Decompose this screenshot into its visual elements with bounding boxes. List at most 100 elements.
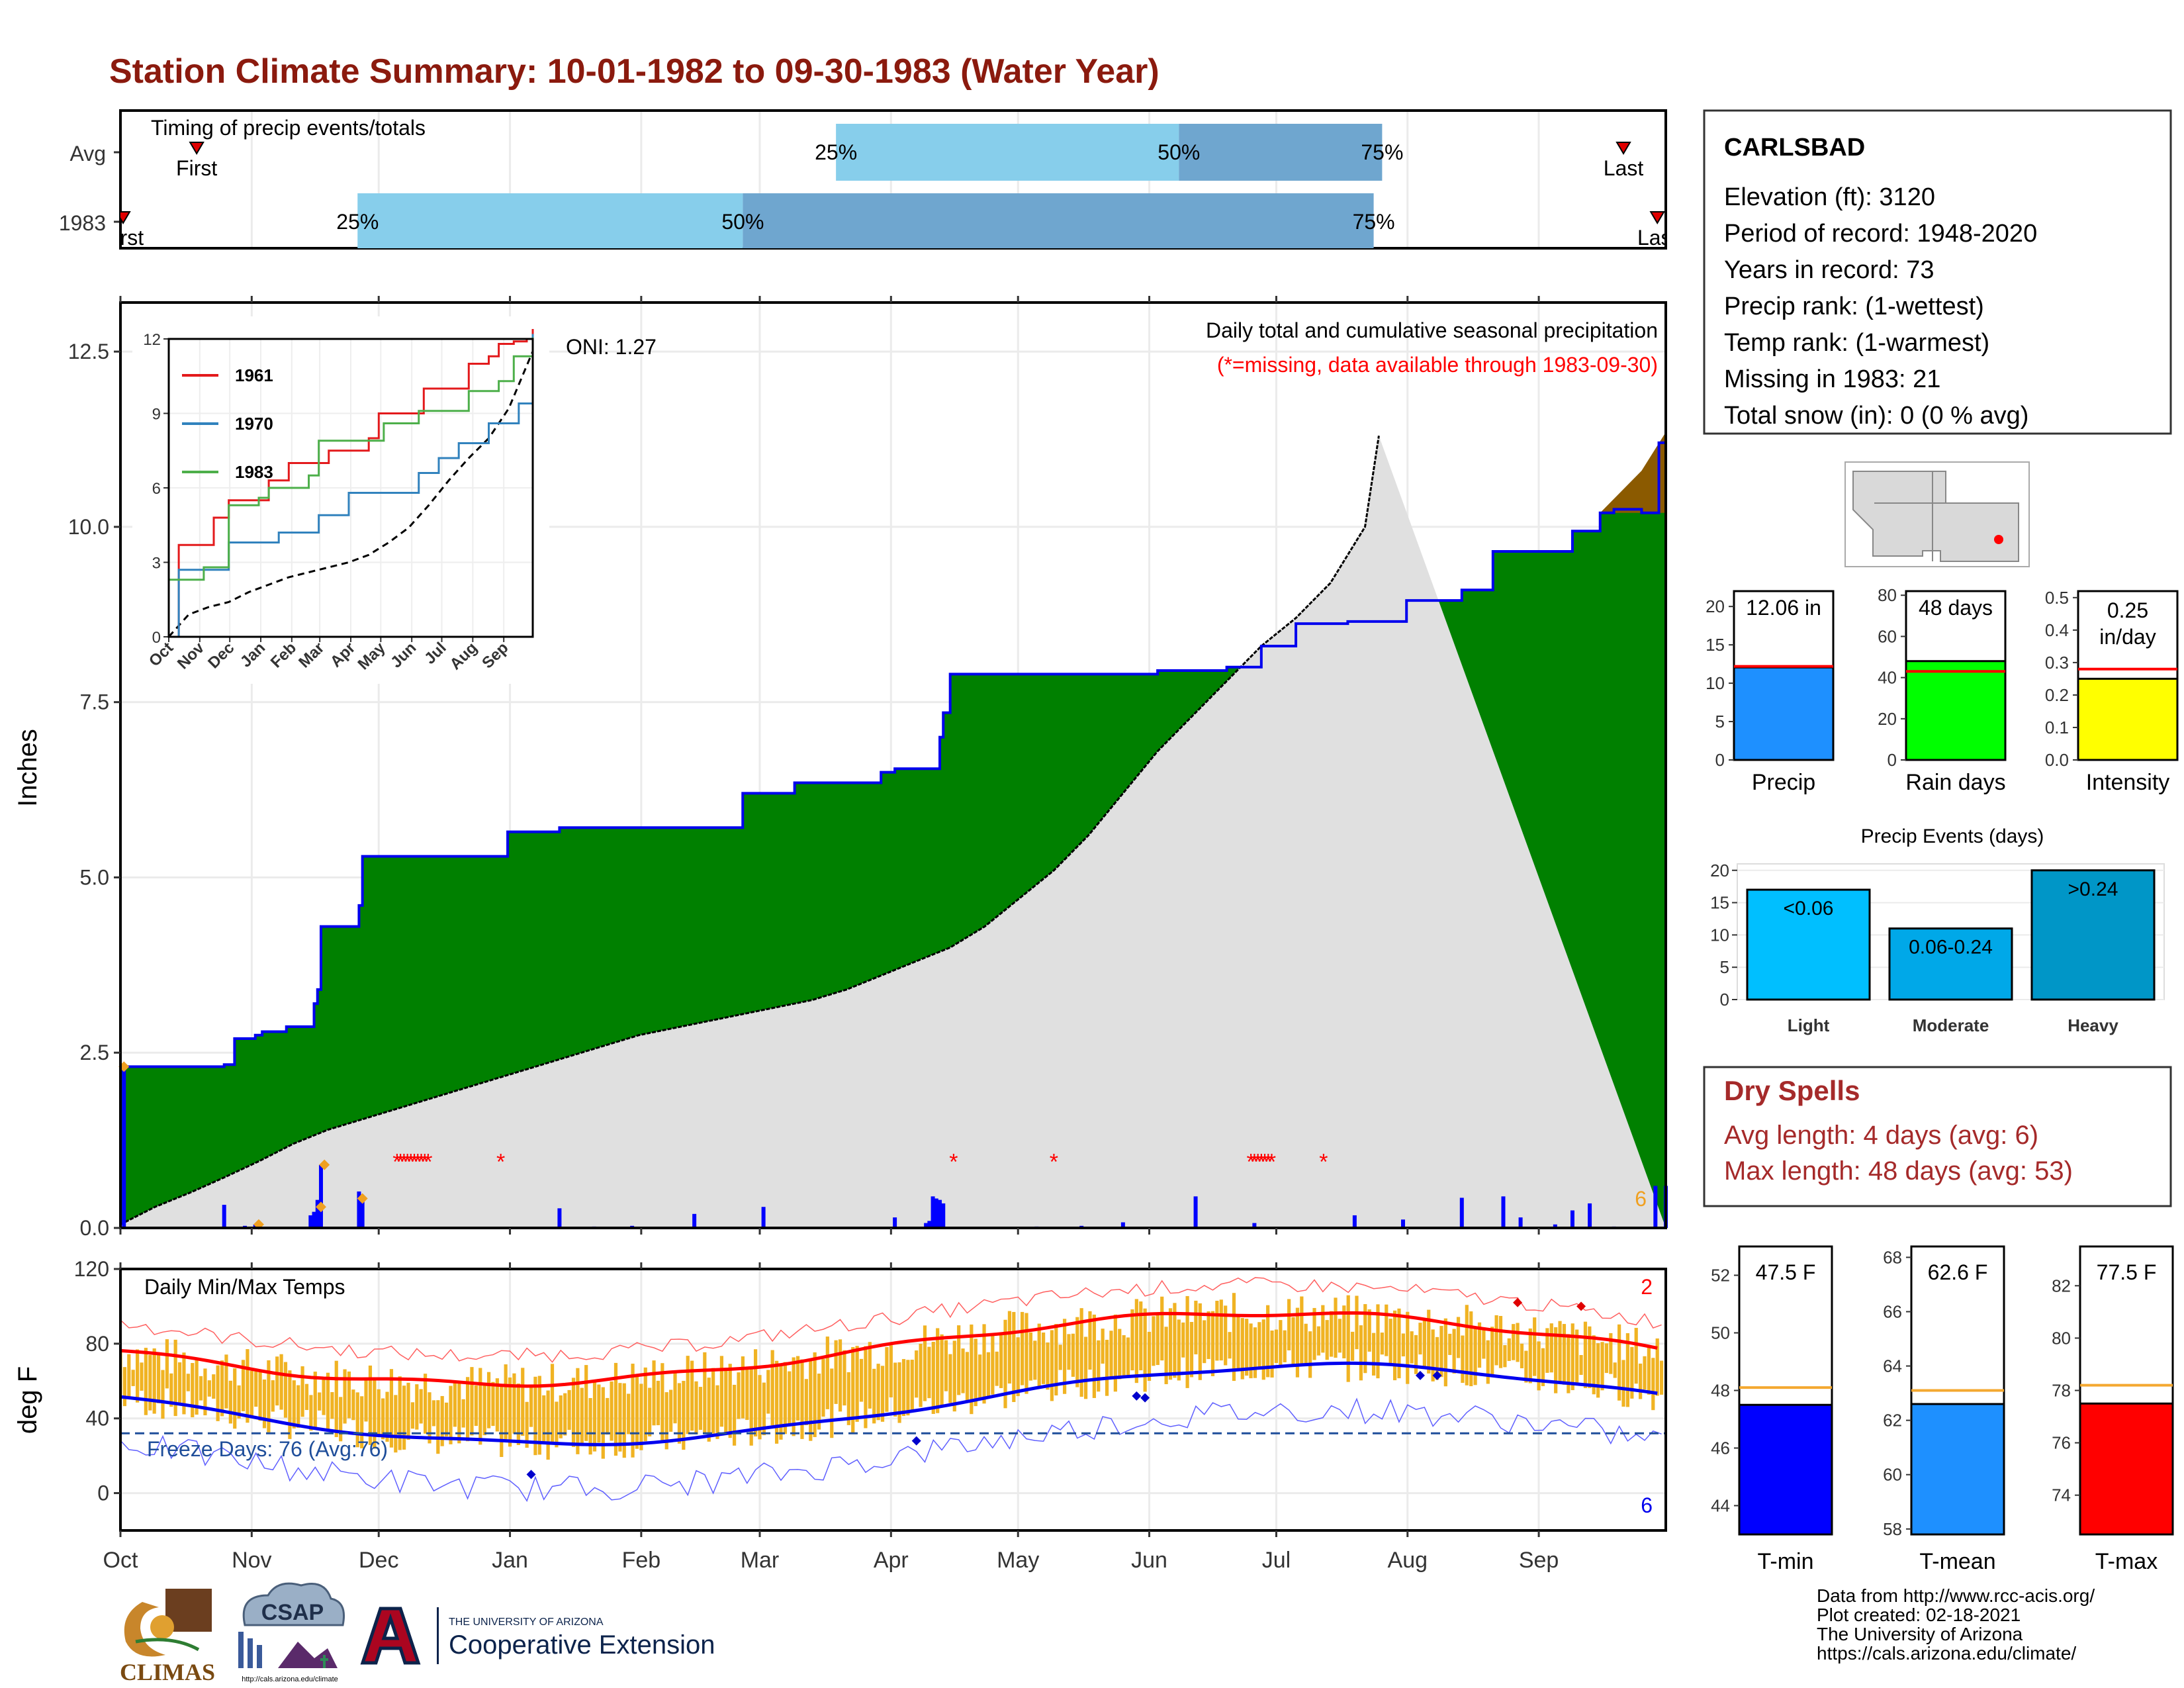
daily-temp-range-bar: [1300, 1296, 1304, 1365]
daily-temp-range-bar: [1283, 1330, 1287, 1362]
daily-temp-range-bar: [813, 1352, 817, 1437]
daily-temp-range-bar: [872, 1368, 876, 1424]
events-bar-label-light: <0.06: [1784, 898, 1834, 919]
station-info-line: Years in record: 73: [1724, 256, 1934, 284]
daily-temp-range-bar: [770, 1350, 774, 1426]
daily-temp-range-bar: [1075, 1317, 1079, 1387]
daily-temp-range-bar: [410, 1402, 415, 1429]
temp-summary-bars: 44 46 48 50 52 47.5 F T-min 58 60 62 64 66 68 62.6 F T…: [1711, 1245, 2174, 1574]
daily-temp-range-bar: [228, 1380, 232, 1424]
daily-temp-range-bar: [1443, 1318, 1447, 1387]
missing-day-marker: *: [1267, 1149, 1276, 1174]
footer-line-3: The University of Arizona: [1817, 1624, 2023, 1644]
temp-summary-ytick-label: 80: [2052, 1328, 2071, 1348]
missing-day-marker: *: [1260, 1149, 1269, 1174]
missing-day-marker: *: [400, 1149, 408, 1174]
summary-value-label-0: 12.06 in: [1746, 596, 1821, 620]
csap-logo-text: CSAP: [261, 1600, 324, 1625]
daily-temp-range-bar: [122, 1367, 126, 1407]
precip-corner-count: 6: [1635, 1187, 1647, 1211]
daily-temp-range-bar: [788, 1371, 792, 1427]
daily-temp-range-bar: [724, 1368, 728, 1434]
daily-temp-range-bar: [424, 1374, 428, 1434]
summary-value-bar-precip: [1733, 666, 1835, 761]
daily-temp-range-bar: [1245, 1319, 1249, 1376]
daily-temp-range-bar: [1392, 1310, 1397, 1381]
temp-ytick-label: 120: [74, 1257, 109, 1281]
daily-temp-range-bar: [1270, 1330, 1274, 1378]
month-label-oct: Oct: [103, 1548, 138, 1573]
daily-temp-range-bar: [550, 1364, 555, 1444]
daily-precip-bar: [222, 1205, 226, 1228]
daily-temp-range-bar: [220, 1360, 224, 1417]
timing-first-label-avg: First: [176, 156, 217, 180]
avg-max-temp-line: [120, 1311, 1658, 1388]
temp-summary-ytick-label: 58: [1883, 1519, 1902, 1539]
daily-temp-range-bar: [373, 1380, 377, 1449]
daily-temp-range-bar: [478, 1368, 482, 1445]
daily-temp-range-bar: [694, 1381, 698, 1434]
month-label-jan: Jan: [492, 1548, 528, 1573]
daily-temp-range-bar: [156, 1353, 161, 1403]
daily-temp-range-bar: [842, 1350, 846, 1406]
summary-value-label-2-b: in/day: [2099, 625, 2156, 649]
ua-logo: THE UNIVERSITY OF ARIZONA Cooperative Ex…: [360, 1607, 715, 1665]
daily-temp-range-bar: [1600, 1342, 1604, 1391]
daily-temp-range-bar: [296, 1385, 300, 1428]
daily-temp-range-bar: [715, 1385, 719, 1439]
daily-temp-range-bar: [1224, 1305, 1228, 1366]
timing-row-avg: Avg: [69, 142, 106, 165]
temp-summary-ytick-label: 82: [2052, 1276, 2071, 1295]
inset-ytick-label: 6: [152, 480, 161, 498]
temp-summary-value-label-0: 47.5 F: [1756, 1260, 1816, 1284]
events-category-label-heavy: Heavy: [2068, 1015, 2118, 1035]
daily-precip-bar: [1570, 1210, 1574, 1228]
daily-temp-range-bar: [389, 1369, 394, 1448]
summary-ytick-label: 60: [1878, 626, 1897, 646]
daily-precip-bar: [941, 1203, 946, 1228]
daily-temp-range-bar: [948, 1354, 952, 1403]
temp-summary-ytick-label: 50: [1711, 1323, 1730, 1343]
daily-temp-range-bar: [486, 1372, 491, 1429]
daily-temp-range-bar: [627, 1393, 631, 1434]
missing-day-marker: *: [403, 1149, 412, 1174]
daily-temp-range-bar: [1621, 1360, 1625, 1407]
temp-summary-ytick-label: 46: [1711, 1438, 1730, 1458]
daily-temp-range-bar: [533, 1376, 537, 1456]
daily-temp-range-bar: [682, 1381, 686, 1450]
timing-last-marker-avg: [1615, 142, 1631, 155]
daily-temp-range-bar: [1139, 1301, 1143, 1371]
daily-temp-range-bar: [1274, 1329, 1279, 1364]
daily-temp-range-bar: [1330, 1311, 1334, 1357]
daily-temp-range-bar: [1083, 1336, 1088, 1399]
daily-temp-range-bar: [1537, 1341, 1541, 1391]
temp-summary-ytick-label: 66: [1883, 1301, 1902, 1321]
month-label-feb: Feb: [622, 1548, 661, 1573]
temp-ylabel: deg F: [13, 1366, 42, 1434]
daily-temp-range-bar: [825, 1336, 829, 1409]
daily-temp-range-bar: [1554, 1327, 1558, 1393]
daily-temp-range-bar: [1016, 1337, 1020, 1397]
daily-temp-range-bar: [195, 1359, 199, 1415]
daily-temp-range-bar: [1189, 1322, 1194, 1378]
daily-temp-range-bar: [868, 1342, 872, 1409]
daily-temp-range-bar: [864, 1346, 868, 1429]
daily-temp-range-bar: [830, 1368, 834, 1438]
daily-temp-range-bar: [1253, 1327, 1257, 1378]
daily-temp-range-bar: [1655, 1338, 1659, 1396]
daily-temp-range-bar: [135, 1349, 140, 1403]
temp-blue-count: 6: [1641, 1493, 1653, 1517]
daily-temp-range-bar: [1037, 1323, 1041, 1386]
daily-temp-range-bar: [974, 1338, 978, 1407]
daily-temp-range-bar: [1007, 1311, 1012, 1384]
daily-temp-range-bar: [313, 1372, 317, 1429]
daily-temp-range-bar: [893, 1362, 897, 1417]
missing-day-marker: *: [417, 1149, 426, 1174]
daily-temp-range-bar: [182, 1352, 186, 1415]
daily-temp-range-bar: [1625, 1333, 1630, 1407]
daily-temp-range-bar: [1206, 1311, 1210, 1360]
daily-temp-range-bar: [1168, 1308, 1173, 1380]
inset-ytick-label: 0: [152, 629, 161, 647]
daily-temp-range-bar: [859, 1358, 864, 1402]
daily-temp-range-bar: [406, 1382, 410, 1440]
